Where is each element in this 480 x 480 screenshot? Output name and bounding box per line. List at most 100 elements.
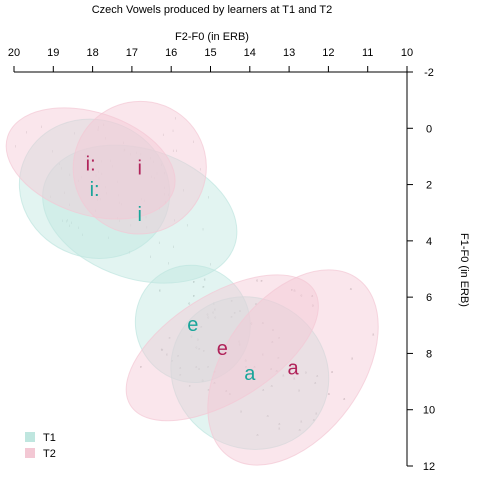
ellipse-t2-i	[72, 100, 207, 235]
token-mark: e	[207, 312, 209, 316]
token-mark: a	[305, 370, 307, 374]
token-mark: i	[154, 177, 155, 181]
token-mark: i	[112, 165, 113, 169]
token-mark: e	[207, 365, 209, 369]
token-mark: i	[117, 217, 118, 221]
token-mark: i	[175, 117, 176, 121]
token-mark: a	[271, 340, 273, 344]
y-tick-label: 8	[426, 348, 432, 360]
token-mark: i	[99, 177, 100, 181]
token-mark: a	[300, 420, 302, 424]
token-mark: e	[214, 316, 216, 320]
token-mark: i	[94, 193, 95, 197]
token-mark: i	[173, 129, 174, 133]
token-mark: i	[26, 131, 27, 135]
token-mark: a	[292, 364, 294, 368]
x-tick-label: 12	[322, 47, 334, 59]
token-mark: a	[312, 304, 314, 308]
token-mark: i	[164, 192, 165, 196]
token-mark: i	[176, 149, 177, 153]
token-mark: a	[314, 381, 316, 385]
ellipse-t2-ilong	[5, 107, 176, 220]
token-mark: i	[85, 153, 86, 157]
token-mark: a	[350, 287, 352, 291]
token-mark: i	[69, 203, 70, 207]
token-mark: i	[98, 170, 99, 174]
token-mark: a	[316, 374, 318, 378]
token-mark: i	[52, 150, 53, 154]
token-mark: i	[62, 219, 63, 223]
token-mark: i	[108, 236, 109, 240]
token-mark: a	[282, 373, 284, 377]
token-mark: e	[193, 294, 195, 298]
token-mark: i	[150, 255, 151, 259]
token-mark: a	[328, 392, 330, 396]
token-mark: e	[203, 285, 205, 289]
token-mark: i	[119, 219, 120, 223]
token-mark: a	[372, 332, 374, 336]
x-tick-label: 10	[401, 47, 413, 59]
token-mark: i	[104, 123, 105, 127]
token-mark: a	[255, 302, 257, 306]
token-mark: i	[200, 167, 201, 171]
token-mark: a	[278, 422, 280, 426]
vowel-label-t2: e	[217, 338, 228, 360]
token-mark: a	[239, 309, 241, 313]
token-mark: i	[117, 180, 118, 184]
token-mark: e	[208, 388, 210, 392]
token-mark: a	[331, 370, 333, 374]
token-mark: e	[193, 280, 195, 284]
token-mark: i	[123, 141, 124, 145]
token-mark: e	[291, 288, 293, 292]
token-mark: e	[238, 340, 240, 344]
token-mark: a	[225, 389, 227, 393]
token-mark: e	[196, 345, 198, 349]
vowel-label-t2: i	[138, 158, 142, 180]
token-mark: a	[293, 377, 295, 381]
token-mark: e	[261, 279, 263, 283]
ellipse-t1-i	[42, 144, 238, 284]
y-axis-title: F1-F0 (in ERB)	[458, 233, 470, 307]
token-mark: i	[101, 160, 102, 164]
token-mark: i	[159, 241, 160, 245]
x-tick-label: 19	[47, 47, 59, 59]
token-mark: i	[131, 224, 132, 228]
vowel-label-t2: i:	[86, 153, 96, 175]
token-mark: i	[125, 148, 126, 152]
token-mark: i	[71, 221, 72, 225]
token-mark: i	[157, 172, 158, 176]
y-tick-label: 10	[423, 405, 435, 417]
y-tick-label: 12	[423, 461, 435, 473]
token-mark: i	[164, 171, 165, 175]
token-mark: a	[240, 410, 242, 414]
token-mark: i	[81, 176, 82, 180]
token-mark: a	[270, 367, 272, 371]
token-mark: e	[198, 347, 200, 351]
ellipse-t2-e	[125, 274, 319, 422]
token-mark: i	[97, 198, 98, 202]
x-tick-label: 15	[204, 47, 216, 59]
token-mark: i	[41, 125, 42, 129]
token-mark: i	[96, 174, 97, 178]
token-mark: i	[121, 202, 122, 206]
y-tick-label: -2	[424, 67, 434, 79]
token-mark: e	[140, 365, 142, 369]
token-mark: e	[245, 365, 247, 369]
token-mark: e	[166, 353, 168, 357]
y-tick-label: 0	[426, 123, 432, 135]
token-mark: e	[214, 370, 216, 374]
token-mark: a	[267, 414, 269, 418]
x-tick-label: 13	[283, 47, 295, 59]
token-mark: e	[278, 336, 280, 340]
token-mark: i	[78, 226, 79, 230]
token-mark: e	[171, 359, 173, 363]
token-mark: i	[110, 159, 111, 163]
token-mark: e	[189, 384, 191, 388]
x-tick-label: 14	[244, 47, 256, 59]
vowel-label-t1: i	[138, 204, 142, 226]
token-mark: i	[61, 167, 62, 171]
token-mark: i	[165, 201, 166, 205]
x-axis-title: F2-F0 (in ERB)	[175, 31, 249, 43]
